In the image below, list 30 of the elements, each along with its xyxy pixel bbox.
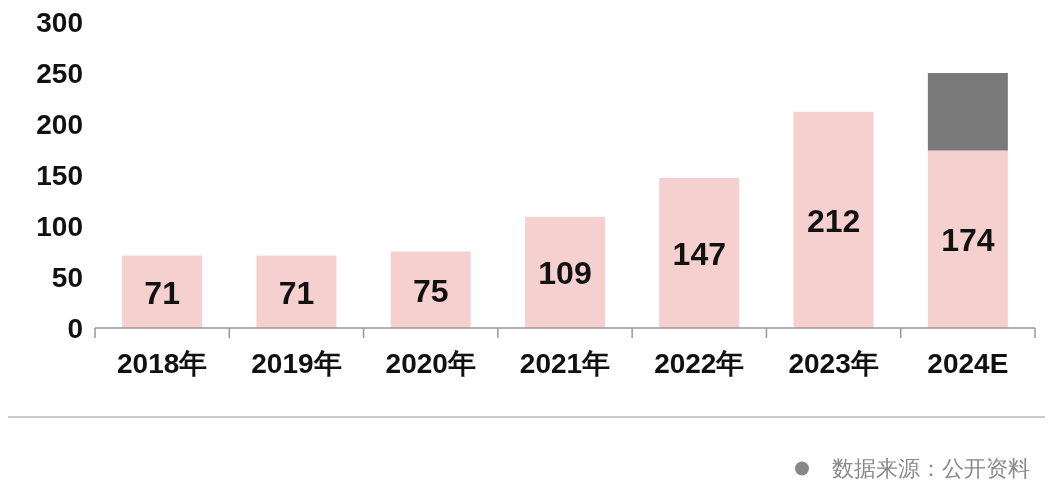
bar — [122, 255, 203, 328]
data-label: 71 — [144, 274, 180, 311]
x-tick-label: 2019年 — [251, 348, 342, 379]
bar — [390, 251, 471, 328]
x-tick-label: 2022年 — [654, 348, 745, 379]
data-label: 147 — [672, 236, 726, 273]
bar — [525, 216, 605, 328]
bar — [793, 111, 874, 328]
source-note: 数据来源：公开资料 — [832, 456, 1030, 481]
y-tick-label: 0 — [67, 313, 83, 344]
data-label: 109 — [538, 255, 592, 292]
bar — [927, 150, 1008, 328]
y-tick-label: 50 — [51, 262, 83, 293]
bar — [927, 73, 1008, 151]
data-label: 75 — [412, 272, 449, 309]
bar — [256, 255, 337, 328]
data-label: 71 — [278, 274, 315, 311]
y-tick-label: 300 — [36, 7, 83, 38]
x-tick-label: 2024E — [927, 348, 1009, 379]
bar — [659, 178, 740, 328]
data-label: 212 — [806, 202, 861, 239]
x-tick-label: 2018年 — [116, 348, 208, 379]
data-label: 174 — [941, 222, 995, 259]
x-tick-label: 2020年 — [385, 348, 476, 379]
x-tick-label: 2021年 — [519, 348, 611, 379]
y-tick-label: 200 — [36, 109, 83, 140]
y-tick-label: 150 — [36, 160, 83, 191]
x-tick-label: 2023年 — [788, 348, 879, 379]
y-tick-label: 100 — [36, 211, 83, 242]
y-tick-label: 250 — [36, 58, 83, 89]
